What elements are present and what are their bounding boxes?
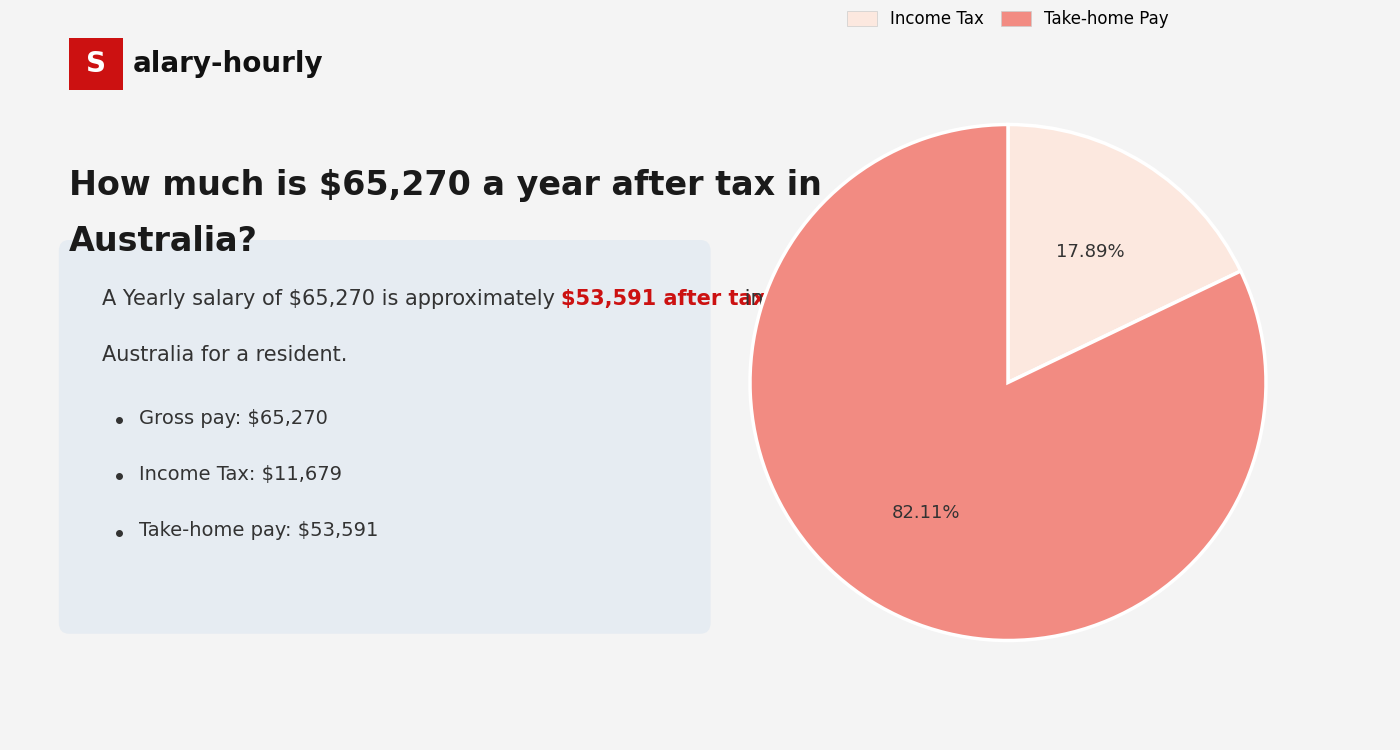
Text: Gross pay: $65,270: Gross pay: $65,270 [140,409,329,428]
Text: 17.89%: 17.89% [1056,242,1124,260]
Text: $53,591 after tax: $53,591 after tax [561,289,766,309]
Text: How much is $65,270 a year after tax in: How much is $65,270 a year after tax in [69,169,822,202]
Text: 82.11%: 82.11% [892,505,960,523]
Text: S: S [85,50,106,78]
FancyBboxPatch shape [59,240,711,634]
Legend: Income Tax, Take-home Pay: Income Tax, Take-home Pay [840,4,1176,35]
Text: in: in [738,289,763,309]
Text: Income Tax: $11,679: Income Tax: $11,679 [140,465,343,484]
Text: Australia for a resident.: Australia for a resident. [102,345,347,365]
Wedge shape [1008,124,1240,382]
Text: Take-home pay: $53,591: Take-home pay: $53,591 [140,521,379,540]
FancyBboxPatch shape [69,38,123,90]
Wedge shape [750,124,1266,640]
Text: alary-hourly: alary-hourly [133,50,323,78]
Text: Australia?: Australia? [69,225,258,258]
Text: A Yearly salary of $65,270 is approximately: A Yearly salary of $65,270 is approximat… [102,289,563,309]
